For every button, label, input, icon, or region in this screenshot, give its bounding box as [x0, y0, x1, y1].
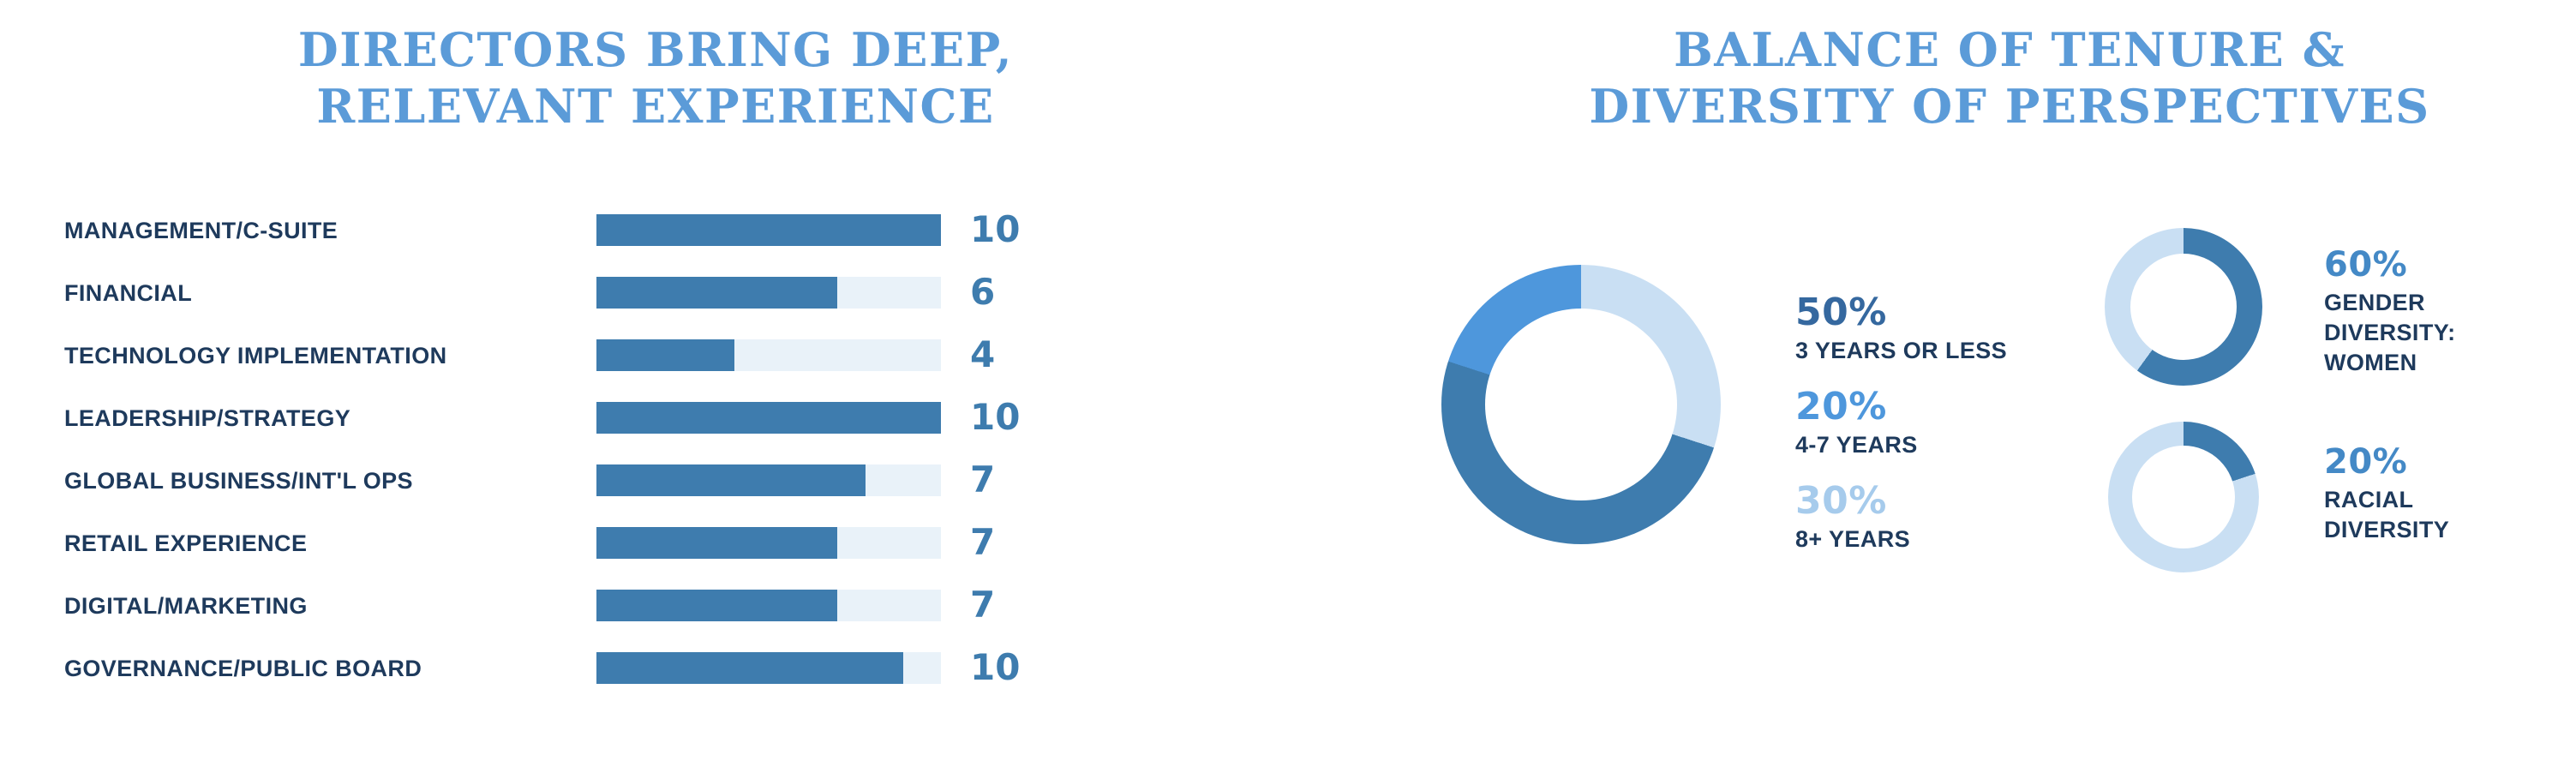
bar-row: GOVERNANCE/PUBLIC BOARD 10 [64, 646, 1024, 688]
tenure-donut-chart [1441, 265, 1721, 544]
bar-fill [596, 214, 941, 246]
bar-value: 6 [970, 271, 996, 313]
experience-title-line2: RELEVANT EXPERIENCE [316, 78, 995, 134]
bar-label: TECHNOLOGY IMPLEMENTATION [64, 343, 447, 369]
bar-track [596, 464, 941, 496]
gender-label: GENDER DIVERSITY: WOMEN [2324, 288, 2576, 378]
bar-fill [596, 527, 838, 559]
bar-track [596, 402, 941, 434]
bar-label: MANAGEMENT/C-SUITE [64, 218, 338, 243]
gender-label-line1: GENDER [2324, 290, 2425, 315]
bar-value: 7 [970, 584, 996, 626]
legend-item: 30% 8+ YEARS [1795, 480, 2104, 554]
bar-track [596, 527, 941, 559]
legend-pct: 50% [1795, 291, 1887, 334]
racial-label-line2: DIVERSITY [2324, 517, 2450, 542]
experience-title-line1: DIRECTORS BRING DEEP, [297, 22, 1014, 77]
experience-bar-chart: MANAGEMENT/C-SUITE 10 FINANCIAL 6 TECHNO… [64, 208, 1024, 715]
bar-fill [596, 590, 838, 621]
gender-diversity-donut [2105, 228, 2262, 386]
donut-hole [1485, 309, 1677, 500]
bar-label: GOVERNANCE/PUBLIC BOARD [64, 656, 422, 681]
bar-row: RETAIL EXPERIENCE 7 [64, 521, 1024, 563]
racial-label-line1: RACIAL [2324, 487, 2414, 512]
gender-label-line2: DIVERSITY: [2324, 320, 2456, 345]
bar-row: DIGITAL/MARKETING 7 [64, 586, 1024, 624]
tenure-title-line2: DIVERSITY OF PERSPECTIVES [1589, 78, 2430, 134]
legend-label: 3 YEARS OR LESS [1795, 338, 2008, 363]
bar-label: DIGITAL/MARKETING [64, 593, 308, 619]
gender-pct: 60% [2324, 245, 2408, 285]
bar-fill [596, 339, 734, 371]
bar-row: GLOBAL BUSINESS/INT'L OPS 7 [64, 458, 1024, 500]
bar-track [596, 590, 941, 621]
bar-row: TECHNOLOGY IMPLEMENTATION 4 [64, 333, 1024, 375]
bar-value: 4 [970, 333, 996, 375]
tenure-legend: 50% 3 YEARS OR LESS 20% 4-7 YEARS 30% 8+… [1795, 291, 2104, 574]
racial-diversity-stat: 20% RACIAL DIVERSITY [2324, 442, 2576, 545]
donut-hole [2132, 446, 2235, 548]
gender-label-line3: WOMEN [2324, 350, 2417, 375]
bar-label: RETAIL EXPERIENCE [64, 530, 308, 556]
bar-value: 10 [970, 208, 1021, 250]
bar-fill [596, 464, 866, 496]
experience-title: DIRECTORS BRING DEEP, RELEVANT EXPERIENC… [184, 22, 1127, 135]
bar-fill [596, 402, 941, 434]
bar-value: 7 [970, 521, 996, 563]
gender-diversity-stat: 60% GENDER DIVERSITY: WOMEN [2324, 245, 2576, 378]
donut-hole [2130, 254, 2237, 360]
bar-value: 10 [970, 646, 1021, 688]
bar-track [596, 214, 941, 246]
bar-row: FINANCIAL 6 [64, 273, 1024, 311]
bar-fill [596, 277, 838, 309]
bar-row: LEADERSHIP/STRATEGY 10 [64, 398, 1024, 436]
legend-pct: 30% [1795, 479, 1887, 523]
bar-value: 7 [970, 458, 996, 500]
racial-label: RACIAL DIVERSITY [2324, 485, 2576, 545]
bar-label: GLOBAL BUSINESS/INT'L OPS [64, 468, 413, 494]
legend-label: 8+ YEARS [1795, 526, 1911, 552]
legend-pct: 20% [1795, 385, 1887, 428]
bar-track [596, 339, 941, 371]
legend-item: 50% 3 YEARS OR LESS [1795, 291, 2104, 365]
bar-row: MANAGEMENT/C-SUITE 10 [64, 208, 1024, 250]
bar-label: LEADERSHIP/STRATEGY [64, 405, 351, 431]
racial-diversity-donut [2108, 422, 2259, 572]
legend-label: 4-7 YEARS [1795, 432, 1918, 458]
racial-pct: 20% [2324, 442, 2408, 482]
bar-fill [596, 652, 903, 684]
legend-item: 20% 4-7 YEARS [1795, 386, 2104, 459]
bar-track [596, 277, 941, 309]
bar-track [596, 652, 941, 684]
tenure-title: BALANCE OF TENURE & DIVERSITY OF PERSPEC… [1538, 22, 2481, 135]
tenure-title-line1: BALANCE OF TENURE & [1674, 22, 2345, 77]
bar-label: FINANCIAL [64, 280, 193, 306]
bar-value: 10 [970, 396, 1021, 438]
